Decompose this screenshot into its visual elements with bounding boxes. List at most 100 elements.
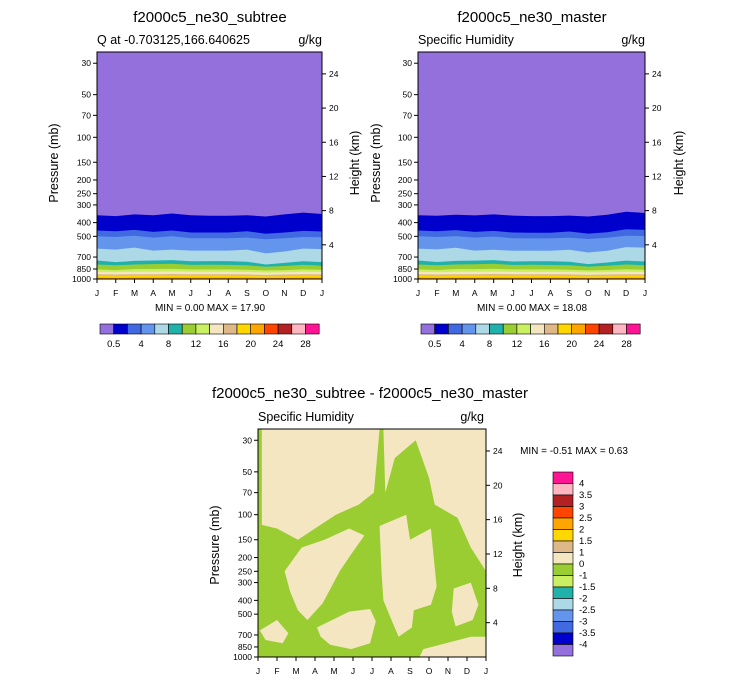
y-tick-label: 30 bbox=[82, 58, 92, 68]
panel-subtitle-right: g/kg bbox=[621, 33, 645, 47]
y-tick-label: 70 bbox=[403, 110, 413, 120]
y-tick-label: 100 bbox=[238, 510, 252, 520]
y-axis-label-right: Height (km) bbox=[511, 513, 525, 578]
x-tick-label: N bbox=[281, 288, 287, 298]
y-tick-label: 500 bbox=[398, 231, 412, 241]
height-tick-label: 24 bbox=[652, 69, 662, 79]
colorbar-box bbox=[127, 323, 142, 335]
x-tick-label: M bbox=[490, 288, 497, 298]
colorbar-box bbox=[552, 540, 574, 553]
height-tick-label: 16 bbox=[493, 515, 503, 525]
x-tick-label: S bbox=[244, 288, 250, 298]
y-tick-label: 1000 bbox=[393, 274, 412, 284]
colorbar-label: 1 bbox=[579, 548, 584, 559]
y-tick-label: 700 bbox=[77, 252, 91, 262]
y-tick-label: 850 bbox=[77, 264, 91, 274]
colorbar-box bbox=[552, 506, 574, 519]
colorbar-label: -3 bbox=[579, 617, 587, 628]
colorbar-box bbox=[552, 483, 574, 496]
colorbar-label: 24 bbox=[594, 339, 605, 350]
colorbar-label: 4 bbox=[459, 339, 464, 350]
y-tick-label: 200 bbox=[398, 175, 412, 185]
colorbar-label: 3 bbox=[579, 502, 584, 513]
y-tick-label: 100 bbox=[398, 132, 412, 142]
x-tick-label: F bbox=[434, 288, 439, 298]
colorbar-box bbox=[113, 323, 128, 335]
colorbar-label: 4 bbox=[138, 339, 143, 350]
colorbar-box bbox=[552, 529, 574, 542]
min-max-label: MIN = 0.00 MAX = 17.90 bbox=[155, 303, 265, 314]
height-tick-label: 24 bbox=[493, 446, 503, 456]
colorbar-box bbox=[250, 323, 265, 335]
colorbar-box bbox=[557, 323, 572, 335]
height-tick-label: 8 bbox=[652, 206, 657, 216]
y-tick-label: 1000 bbox=[72, 274, 91, 284]
y-axis-label-right: Height (km) bbox=[348, 131, 362, 196]
colorbar-box bbox=[516, 323, 531, 335]
colorbar-label: 8 bbox=[487, 339, 492, 350]
colorbar-box bbox=[264, 323, 279, 335]
colorbar-label: 12 bbox=[512, 339, 523, 350]
panel-subtitle-right: g/kg bbox=[298, 33, 322, 47]
x-tick-label: O bbox=[262, 288, 269, 298]
x-tick-label: J bbox=[207, 288, 211, 298]
colorbar-label: 3.5 bbox=[579, 490, 592, 501]
y-tick-label: 300 bbox=[77, 200, 91, 210]
colorbar-label: -3.5 bbox=[579, 628, 595, 639]
panel-title: f2000c5_ne30_master bbox=[457, 9, 606, 26]
min-max-label: MIN = -0.51 MAX = 0.63 bbox=[520, 446, 628, 457]
colorbar-box bbox=[552, 586, 574, 599]
y-tick-label: 200 bbox=[77, 175, 91, 185]
x-tick-label: J bbox=[351, 666, 355, 676]
y-tick-label: 70 bbox=[82, 110, 92, 120]
colorbar-label: 16 bbox=[218, 339, 229, 350]
y-tick-label: 400 bbox=[238, 595, 252, 605]
x-tick-label: N bbox=[604, 288, 610, 298]
contour-region-1 bbox=[261, 429, 380, 540]
x-tick-label: J bbox=[95, 288, 99, 298]
height-tick-label: 4 bbox=[329, 240, 334, 250]
x-tick-label: J bbox=[643, 288, 647, 298]
colorbar-box bbox=[305, 323, 320, 335]
x-tick-label: J bbox=[529, 288, 533, 298]
panel-title: f2000c5_ne30_subtree - f2000c5_ne30_mast… bbox=[212, 385, 528, 402]
colorbar-box bbox=[598, 323, 614, 335]
y-axis-label: Pressure (mb) bbox=[47, 123, 61, 202]
colorbar-box bbox=[585, 323, 600, 335]
x-tick-label: J bbox=[320, 288, 324, 298]
height-tick-label: 12 bbox=[493, 549, 503, 559]
y-tick-label: 200 bbox=[238, 553, 252, 563]
colorbar-box bbox=[552, 609, 574, 622]
colorbar-box bbox=[612, 323, 627, 335]
colorbar-box bbox=[543, 323, 559, 335]
x-tick-label: A bbox=[548, 288, 554, 298]
colorbar-box bbox=[552, 471, 574, 484]
colorbar-box bbox=[99, 323, 114, 335]
height-tick-label: 8 bbox=[493, 583, 498, 593]
height-tick-label: 16 bbox=[329, 137, 339, 147]
y-tick-label: 30 bbox=[243, 435, 253, 445]
panel-subtree: f2000c5_ne30_subtree Q at -0.703125,166.… bbox=[47, 9, 362, 350]
height-tick-label: 20 bbox=[329, 103, 339, 113]
height-tick-label: 16 bbox=[652, 137, 662, 147]
y-axis-label: Pressure (mb) bbox=[369, 123, 383, 202]
colorbar-box bbox=[195, 323, 210, 335]
colorbar-label: 8 bbox=[166, 339, 171, 350]
panel-difference: f2000c5_ne30_subtree - f2000c5_ne30_mast… bbox=[208, 385, 628, 676]
colorbar-box bbox=[552, 517, 574, 530]
x-tick-label: M bbox=[131, 288, 138, 298]
height-tick-label: 20 bbox=[493, 480, 503, 490]
x-tick-label: J bbox=[510, 288, 514, 298]
panel-subtitle-left: Specific Humidity bbox=[258, 410, 355, 424]
colorbar-label: -4 bbox=[579, 640, 587, 651]
colorbar-box bbox=[502, 323, 518, 335]
colorbar-label: 12 bbox=[191, 339, 202, 350]
colorbar-label: -1 bbox=[579, 571, 587, 582]
y-tick-label: 150 bbox=[238, 535, 252, 545]
y-tick-label: 150 bbox=[398, 157, 412, 167]
x-tick-label: A bbox=[225, 288, 231, 298]
colorbar-box bbox=[448, 323, 463, 335]
x-tick-label: F bbox=[274, 666, 279, 676]
x-tick-label: M bbox=[452, 288, 459, 298]
panel-title: f2000c5_ne30_subtree bbox=[133, 9, 286, 26]
